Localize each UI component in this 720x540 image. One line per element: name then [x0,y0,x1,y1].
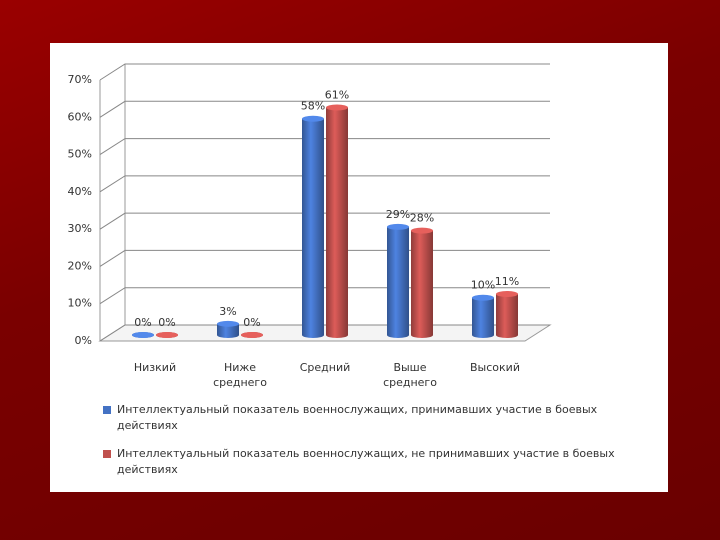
bar-top [326,104,348,111]
y-tick-label: 40% [68,185,92,198]
data-label: 3% [219,305,236,318]
legend-item: Интеллектуальный показатель военнослужащ… [103,402,643,434]
data-label: 29% [386,208,410,221]
bar [411,230,433,335]
bar-top [411,227,433,234]
data-label: 11% [495,275,519,288]
bar-base [302,332,324,338]
bar [217,323,239,335]
chart-panel [50,43,668,492]
data-label: 0% [158,316,175,329]
grid-line [99,212,550,230]
data-label: 10% [471,279,495,292]
y-tick-label: 10% [68,297,92,310]
y-tick-label: 60% [68,110,92,123]
grid-line [99,175,550,193]
grid-line [99,63,550,81]
grid-line [99,249,550,267]
bar [387,226,409,335]
bar [472,297,494,335]
bar [496,293,518,335]
bar-base [496,332,518,338]
y-tick-label: 0% [75,334,92,347]
legend-swatch [103,406,111,414]
bar [326,107,348,335]
data-label: 0% [134,316,151,329]
bar-top [241,332,263,338]
grid-line [99,138,550,155]
legend-swatch [103,450,111,458]
bar-top [132,332,154,338]
bar-base [326,332,348,338]
bar-top [302,115,324,122]
bar-top [217,320,239,327]
legend-item: Интеллектуальный показатель военнослужащ… [103,446,643,478]
bar-base [472,332,494,338]
bar-top [387,223,409,230]
bar-top [156,332,178,338]
bar-top [496,290,518,297]
data-label: 61% [325,89,349,102]
bar-base [387,332,409,338]
x-tick-label: Ниже среднего [213,361,267,389]
y-tick-label: 20% [68,259,92,272]
data-label: 58% [301,100,325,113]
x-tick-label: Низкий [133,361,177,374]
bar-base [411,332,433,338]
data-label: 28% [410,212,434,225]
legend: Интеллектуальный показатель военнослужащ… [103,402,643,490]
bar-base [217,332,239,338]
x-tick-label: Средний [299,361,351,374]
x-tick-label: Выше среднего [383,361,437,389]
legend-label: Интеллектуальный показатель военнослужащ… [117,447,615,476]
grid-line [99,100,550,118]
y-tick-label: 70% [68,73,92,86]
x-tick-label: Высокий [470,361,520,374]
y-tick-label: 50% [68,148,92,161]
legend-label: Интеллектуальный показатель военнослужащ… [117,403,598,432]
bar-top [472,294,494,301]
bar [302,118,324,335]
data-label: 0% [243,316,260,329]
y-tick-label: 30% [68,222,92,235]
